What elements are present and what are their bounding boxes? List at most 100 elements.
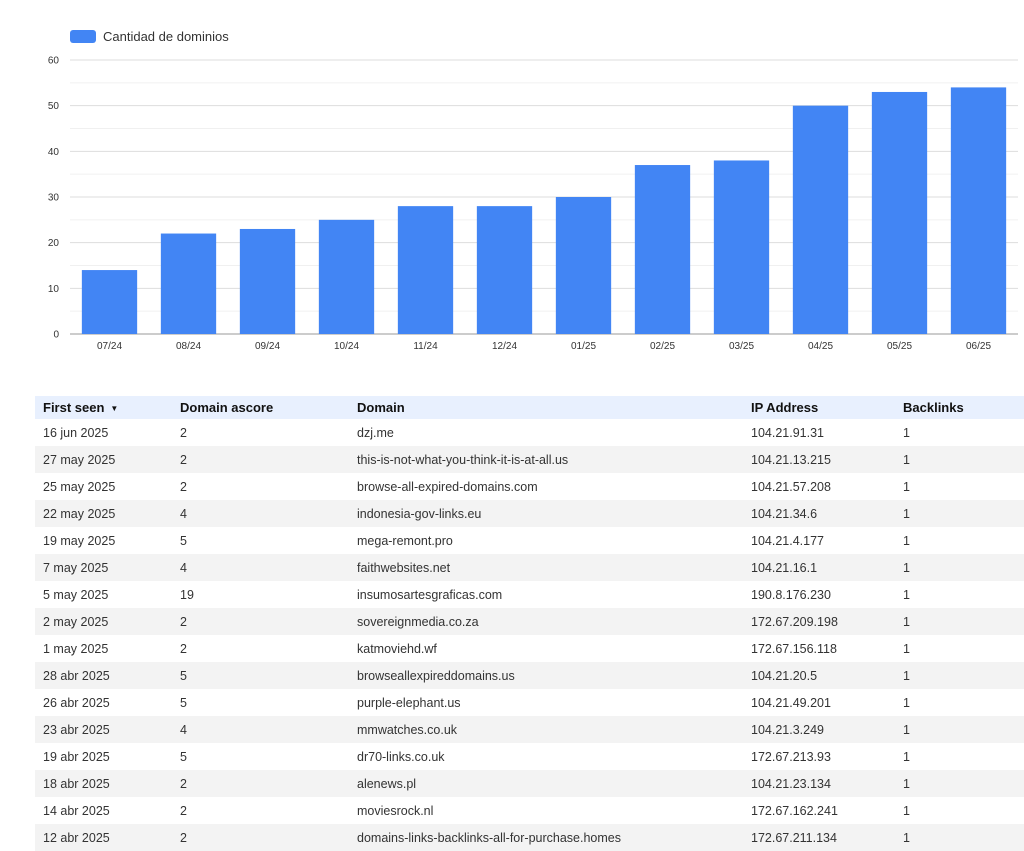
bar-03-25[interactable] [713,160,770,334]
table-row[interactable]: 14 abr 2025 2 moviesrock.nl 172.67.162.241 1 [35,797,1024,824]
table-row[interactable]: 28 abr 2025 5 browseallexpireddomains.us 10… [35,662,1024,689]
domain-cell[interactable]: faithwebsites.net [349,554,743,581]
first-seen-cell: 1 may 2025 [43,641,109,656]
column-header-first-seen[interactable]: First seen ▼ [35,396,172,419]
table-row[interactable]: 23 abr 2025 4 mmwatches.co.uk 104.21.3.249 1 [35,716,1024,743]
column-header-domain[interactable]: Domain [349,396,743,419]
y-tick-label: 10 [48,284,60,295]
bar-11-24[interactable] [397,206,454,334]
domain-cell[interactable]: moviesrock.nl [357,803,434,818]
table-row[interactable]: 7 may 2025 4 faithwebsites.net 104.21.16.1 1 [35,554,1024,581]
table-header-row: First seen ▼ Domain ascore Domain IP Addr… [35,396,1024,419]
backlinks-cell: 1 [895,770,1024,797]
table-row[interactable]: 2 may 2025 2 sovereignmedia.co.za 172.67.20… [35,608,1024,635]
backlinks-cell: 1 [903,587,910,602]
bar-04-25[interactable] [792,105,849,335]
table-row[interactable]: 22 may 2025 4 indonesia-gov-links.eu 104.21… [35,500,1024,527]
table-row[interactable]: 19 abr 2025 5 dr70-links.co.uk 172.67.213.9… [35,743,1024,770]
first-seen-cell: 14 abr 2025 [43,803,110,818]
ip-address-cell: 172.67.209.198 [743,608,895,635]
backlinks-cell: 1 [895,662,1024,689]
backlinks-cell: 1 [903,533,910,548]
domain-cell[interactable]: alenews.pl [349,770,743,797]
backlinks-cell: 1 [903,803,910,818]
domain-ascore-cell: 5 [172,662,349,689]
table-row[interactable]: 26 abr 2025 5 purple-elephant.us 104.21.49.… [35,689,1024,716]
domain-ascore-cell: 2 [180,803,187,818]
domain-ascore-cell: 2 [180,641,187,656]
y-tick-label: 30 [48,193,60,204]
bar-10-24[interactable] [318,219,375,334]
x-tick-label: 09/24 [255,341,280,352]
backlinks-cell: 1 [903,479,910,494]
table-row[interactable]: 25 may 2025 2 browse-all-expired-domains.c… [35,473,1024,500]
domain-cell[interactable]: this-is-not-what-you-think-it-is-at-all.… [349,446,743,473]
y-tick-label: 60 [48,56,60,67]
table-row[interactable]: 27 may 2025 2 this-is-not-what-you-think-i… [35,446,1024,473]
column-header-backlinks[interactable]: Backlinks [895,396,1024,419]
domain-ascore-cell: 2 [180,425,187,440]
bar-08-24[interactable] [160,233,217,334]
ip-address-cell: 104.21.49.201 [751,695,831,710]
domain-cell[interactable]: purple-elephant.us [357,695,461,710]
x-tick-label: 02/25 [650,341,675,352]
domain-cell[interactable]: mega-remont.pro [357,533,453,548]
x-tick-label: 03/25 [729,341,754,352]
table-row[interactable]: 16 jun 2025 2 dzj.me 104.21.91.31 1 [35,419,1024,446]
domain-cell[interactable]: insumosartesgraficas.com [357,587,503,602]
domain-ascore-cell: 5 [180,749,187,764]
domain-cell[interactable]: mmwatches.co.uk [349,716,743,743]
first-seen-cell: 7 may 2025 [35,554,172,581]
domain-ascore-cell: 19 [180,587,194,602]
x-tick-label: 12/24 [492,341,517,352]
bar-chart: 0 10 20 30 40 50 60 07/24 08/24 09/24 10/24 11/24 12… [48,56,1018,352]
ip-address-cell: 104.21.34.6 [743,500,895,527]
domain-cell[interactable]: dzj.me [357,425,394,440]
chart-legend[interactable]: Cantidad de dominios [70,29,229,44]
bar-02-25[interactable] [634,165,691,334]
bar-07-24[interactable] [81,270,138,334]
table-row[interactable]: 19 may 2025 5 mega-remont.pro 104.21.4.177 1 [35,527,1024,554]
table-body: 16 jun 2025 2 dzj.me 104.21.91.31 1 27 may 20… [35,419,1024,851]
domain-cell[interactable]: browseallexpireddomains.us [349,662,743,689]
first-seen-cell: 16 jun 2025 [43,425,109,440]
ip-address-cell: 104.21.13.215 [743,446,895,473]
domain-cell[interactable]: katmoviehd.wf [357,641,437,656]
ip-address-cell: 172.67.162.241 [751,803,838,818]
domain-cell[interactable]: browse-all-expired-domains.com [357,479,538,494]
bar-12-24[interactable] [476,206,533,334]
table-row[interactable]: 5 may 2025 19 insumosartesgraficas.com 190.… [35,581,1024,608]
domain-cell[interactable]: dr70-links.co.uk [357,749,445,764]
domain-ascore-cell: 5 [180,695,187,710]
x-tick-label: 08/24 [176,341,201,352]
domain-cell[interactable]: indonesia-gov-links.eu [349,500,743,527]
ip-address-cell: 172.67.213.93 [751,749,831,764]
first-seen-cell: 22 may 2025 [35,500,172,527]
bar-06-25[interactable] [950,87,1007,335]
domain-ascore-cell: 2 [172,446,349,473]
backlinks-cell: 1 [895,500,1024,527]
ip-address-cell: 104.21.91.31 [751,425,824,440]
first-seen-cell: 5 may 2025 [43,587,109,602]
backlinks-cell: 1 [903,695,910,710]
sort-down-icon[interactable]: ▼ [110,404,119,414]
column-header-ip-address[interactable]: IP Address [743,396,895,419]
domain-ascore-cell: 4 [172,500,349,527]
domain-cell[interactable]: sovereignmedia.co.za [349,608,743,635]
backlinks-cell: 1 [895,608,1024,635]
column-header-domain-ascore[interactable]: Domain ascore [172,396,349,419]
ip-address-cell: 104.21.20.5 [743,662,895,689]
ip-address-cell: 104.21.4.177 [751,533,824,548]
bar-05-25[interactable] [871,91,928,334]
ip-address-cell: 104.21.3.249 [743,716,895,743]
y-tick-label: 0 [53,330,59,341]
bar-09-24[interactable] [239,228,296,334]
table-row[interactable]: 1 may 2025 2 katmoviehd.wf 172.67.156.118 1 [35,635,1024,662]
backlinks-cell: 1 [895,554,1024,581]
bar-01-25[interactable] [555,197,612,334]
domain-ascore-cell: 2 [172,770,349,797]
first-seen-cell: 27 may 2025 [35,446,172,473]
domain-ascore-cell: 4 [172,716,349,743]
first-seen-cell: 25 may 2025 [43,479,116,494]
table-row[interactable]: 18 abr 2025 2 alenews.pl 104.21.23.134 1 [35,770,1024,797]
